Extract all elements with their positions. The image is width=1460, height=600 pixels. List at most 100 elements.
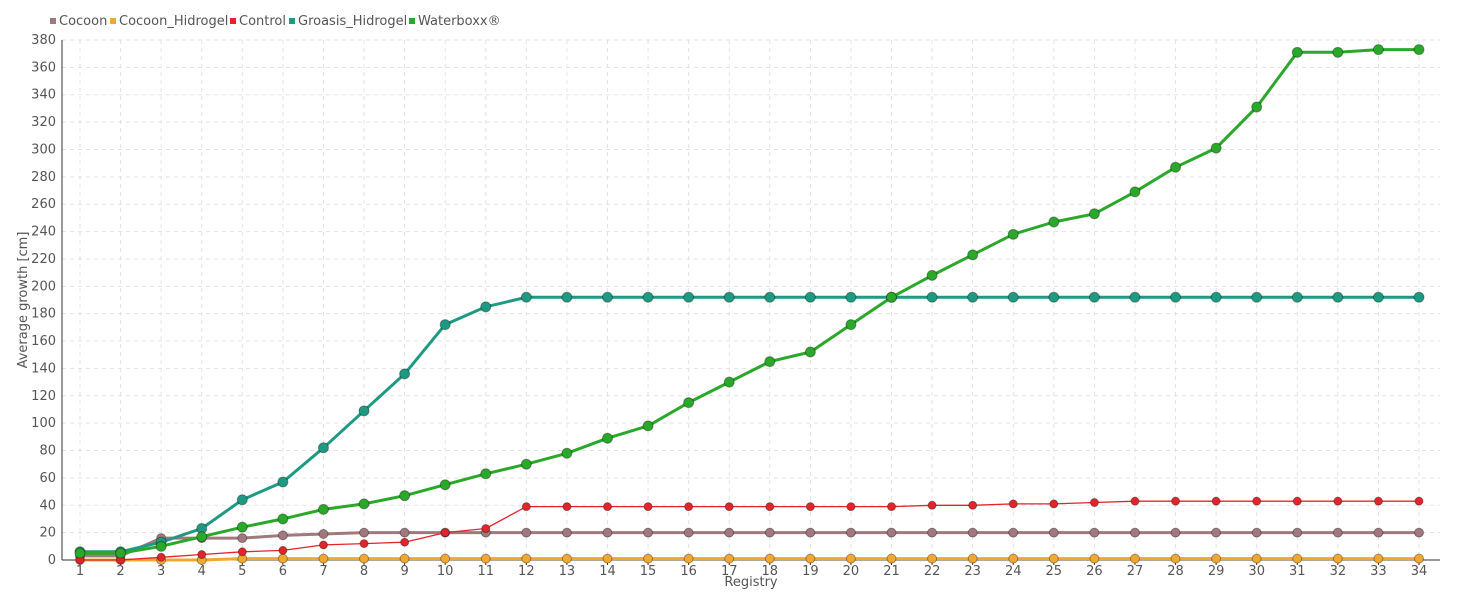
data-point-cocoon[interactable] — [359, 527, 370, 538]
data-point-cocoon-hidrogel[interactable] — [277, 553, 288, 564]
data-point-groasis-hidrogel[interactable] — [683, 291, 695, 303]
data-point-waterboxx[interactable] — [1048, 216, 1060, 228]
data-point-control[interactable] — [1130, 496, 1140, 506]
data-point-control[interactable] — [1211, 496, 1221, 506]
data-point-groasis-hidrogel[interactable] — [804, 291, 816, 303]
data-point-cocoon-hidrogel[interactable] — [359, 553, 370, 564]
data-point-control[interactable] — [805, 502, 815, 512]
data-point-waterboxx[interactable] — [196, 531, 208, 543]
data-point-cocoon-hidrogel[interactable] — [886, 553, 897, 564]
data-point-waterboxx[interactable] — [642, 420, 654, 432]
data-point-groasis-hidrogel[interactable] — [1007, 291, 1019, 303]
data-point-groasis-hidrogel[interactable] — [236, 494, 248, 506]
data-point-control[interactable] — [156, 552, 166, 562]
data-point-cocoon-hidrogel[interactable] — [318, 553, 329, 564]
data-point-waterboxx[interactable] — [1251, 101, 1263, 113]
data-point-groasis-hidrogel[interactable] — [1413, 291, 1425, 303]
data-point-cocoon[interactable] — [927, 527, 938, 538]
data-point-control[interactable] — [359, 539, 369, 549]
data-point-groasis-hidrogel[interactable] — [439, 319, 451, 331]
data-point-waterboxx[interactable] — [439, 479, 451, 491]
data-point-cocoon-hidrogel[interactable] — [521, 553, 532, 564]
data-point-control[interactable] — [1252, 496, 1262, 506]
data-point-waterboxx[interactable] — [764, 356, 776, 368]
data-point-groasis-hidrogel[interactable] — [399, 368, 411, 380]
data-point-control[interactable] — [602, 502, 612, 512]
data-point-cocoon[interactable] — [683, 527, 694, 538]
data-point-cocoon-hidrogel[interactable] — [1089, 553, 1100, 564]
data-point-waterboxx[interactable] — [1007, 228, 1019, 240]
data-point-control[interactable] — [724, 502, 734, 512]
data-point-waterboxx[interactable] — [683, 397, 695, 409]
data-point-cocoon-hidrogel[interactable] — [764, 553, 775, 564]
data-point-groasis-hidrogel[interactable] — [845, 291, 857, 303]
data-point-waterboxx[interactable] — [1210, 142, 1222, 154]
data-point-cocoon-hidrogel[interactable] — [1373, 553, 1384, 564]
data-point-cocoon-hidrogel[interactable] — [805, 553, 816, 564]
data-point-cocoon[interactable] — [237, 533, 248, 544]
data-point-cocoon[interactable] — [1292, 527, 1303, 538]
data-point-groasis-hidrogel[interactable] — [1291, 291, 1303, 303]
data-point-waterboxx[interactable] — [926, 269, 938, 281]
data-point-control[interactable] — [481, 524, 491, 534]
data-point-groasis-hidrogel[interactable] — [561, 291, 573, 303]
data-point-groasis-hidrogel[interactable] — [764, 291, 776, 303]
data-point-cocoon[interactable] — [1211, 527, 1222, 538]
data-point-groasis-hidrogel[interactable] — [358, 405, 370, 417]
data-point-cocoon[interactable] — [521, 527, 532, 538]
data-point-groasis-hidrogel[interactable] — [1332, 291, 1344, 303]
data-point-control[interactable] — [1089, 498, 1099, 508]
data-point-waterboxx[interactable] — [601, 432, 613, 444]
data-point-cocoon-hidrogel[interactable] — [1292, 553, 1303, 564]
data-point-waterboxx[interactable] — [115, 547, 127, 559]
data-point-waterboxx[interactable] — [520, 458, 532, 470]
data-point-control[interactable] — [765, 502, 775, 512]
data-point-control[interactable] — [400, 537, 410, 547]
data-point-cocoon-hidrogel[interactable] — [845, 553, 856, 564]
data-point-groasis-hidrogel[interactable] — [926, 291, 938, 303]
data-point-control[interactable] — [318, 540, 328, 550]
data-point-waterboxx[interactable] — [399, 490, 411, 502]
data-point-cocoon[interactable] — [1008, 527, 1019, 538]
data-point-waterboxx[interactable] — [480, 468, 492, 480]
data-point-cocoon-hidrogel[interactable] — [480, 553, 491, 564]
data-point-cocoon-hidrogel[interactable] — [1251, 553, 1262, 564]
data-point-waterboxx[interactable] — [967, 249, 979, 261]
data-point-cocoon[interactable] — [1089, 527, 1100, 538]
data-point-control[interactable] — [278, 545, 288, 555]
legend-item-waterboxx[interactable]: Waterboxx® — [409, 14, 501, 29]
data-point-cocoon[interactable] — [1129, 527, 1140, 538]
data-point-groasis-hidrogel[interactable] — [1372, 291, 1384, 303]
data-point-cocoon[interactable] — [764, 527, 775, 538]
data-point-control[interactable] — [684, 502, 694, 512]
data-point-waterboxx[interactable] — [1129, 186, 1141, 198]
data-point-control[interactable] — [1049, 499, 1059, 509]
data-point-cocoon[interactable] — [845, 527, 856, 538]
data-point-waterboxx[interactable] — [1413, 44, 1425, 56]
data-point-groasis-hidrogel[interactable] — [480, 301, 492, 313]
data-point-cocoon-hidrogel[interactable] — [440, 553, 451, 564]
data-point-cocoon[interactable] — [967, 527, 978, 538]
data-point-groasis-hidrogel[interactable] — [723, 291, 735, 303]
data-point-control[interactable] — [1333, 496, 1343, 506]
data-point-control[interactable] — [1373, 496, 1383, 506]
data-point-cocoon[interactable] — [318, 529, 329, 539]
data-point-waterboxx[interactable] — [317, 503, 329, 515]
data-point-control[interactable] — [1414, 496, 1424, 506]
data-point-cocoon-hidrogel[interactable] — [602, 553, 613, 564]
data-point-control[interactable] — [562, 502, 572, 512]
data-point-waterboxx[interactable] — [277, 513, 289, 525]
data-point-cocoon-hidrogel[interactable] — [683, 553, 694, 564]
data-point-waterboxx[interactable] — [845, 319, 857, 331]
data-point-waterboxx[interactable] — [358, 498, 370, 510]
data-point-cocoon-hidrogel[interactable] — [1129, 553, 1140, 564]
data-point-cocoon-hidrogel[interactable] — [724, 553, 735, 564]
data-point-cocoon[interactable] — [643, 527, 654, 538]
data-point-cocoon-hidrogel[interactable] — [399, 553, 410, 564]
data-point-cocoon[interactable] — [1170, 527, 1181, 538]
data-point-cocoon[interactable] — [277, 530, 288, 541]
data-point-waterboxx[interactable] — [1332, 46, 1344, 58]
data-point-groasis-hidrogel[interactable] — [1048, 291, 1060, 303]
data-point-cocoon[interactable] — [1414, 527, 1424, 538]
data-point-cocoon-hidrogel[interactable] — [1008, 553, 1019, 564]
